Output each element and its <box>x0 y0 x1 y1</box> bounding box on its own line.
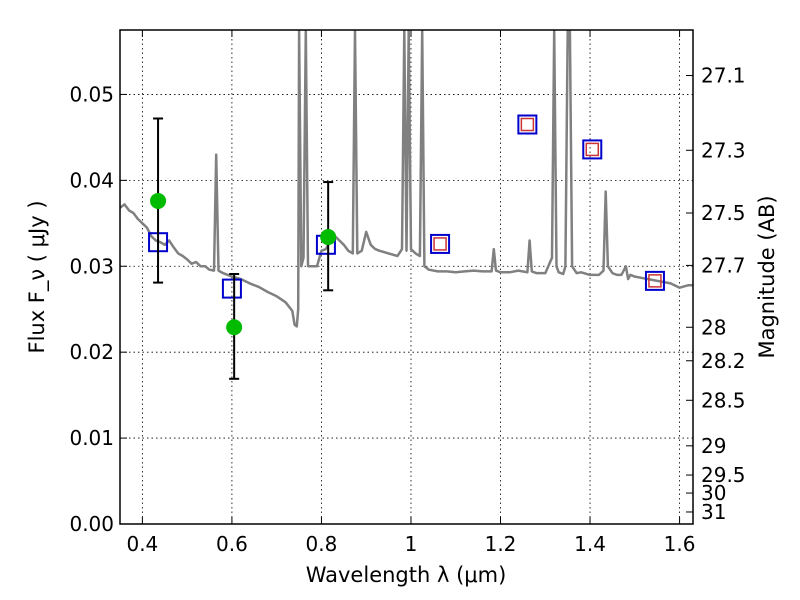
right-tick-label: 31 <box>701 500 726 524</box>
right-tick-label: 29.5 <box>701 463 746 487</box>
x-tick-label: 1.2 <box>485 532 517 556</box>
x-tick-label: 0.8 <box>306 532 338 556</box>
right-tick-label: 27.1 <box>701 64 746 88</box>
red-square-marker <box>520 117 535 132</box>
right-tick-label: 27.5 <box>701 201 746 225</box>
x-tick-label: 1.6 <box>664 532 696 556</box>
grid <box>120 30 693 525</box>
y-tick-label: 0.05 <box>69 82 114 106</box>
markers <box>148 114 665 380</box>
y-tick-label: 0.04 <box>69 168 114 192</box>
right-tick-label: 27.3 <box>701 138 746 162</box>
spectrum-line <box>120 30 693 328</box>
spectrum-line-group <box>120 30 693 328</box>
blue-square-marker <box>582 139 603 160</box>
y-tick-label: 0.00 <box>69 512 114 536</box>
ticks: 0.4 0.6 0.8 1 1.2 1.4 1.6 0.00 0.01 0.02 0.03 0.04 0… <box>69 30 746 556</box>
right-tick-label: 30 <box>701 481 726 505</box>
y-axis-label-right: Magnitude (AB) <box>755 195 779 358</box>
y-tick-label: 0.03 <box>69 254 114 278</box>
green-point <box>320 229 337 246</box>
right-tick-label: 28.2 <box>701 349 746 373</box>
x-tick-label: 1 <box>405 532 418 556</box>
red-square-marker <box>433 237 447 251</box>
y-tick-label: 0.02 <box>69 340 114 364</box>
x-tick-label: 0.6 <box>216 532 248 556</box>
blue-square-marker <box>221 278 242 299</box>
blue-square-marker <box>644 270 665 291</box>
y-tick-label: 0.01 <box>69 426 114 450</box>
right-tick-label: 27.7 <box>701 253 746 277</box>
red-square-marker <box>585 142 600 157</box>
right-tick-label: 29 <box>701 434 726 458</box>
right-tick-label: 28 <box>701 315 726 339</box>
green-point <box>226 319 243 336</box>
blue-square-marker <box>430 233 451 254</box>
x-axis-label: Wavelength λ (μm) <box>306 563 507 587</box>
x-tick-label: 0.4 <box>126 532 158 556</box>
plot-frame <box>119 29 694 525</box>
blue-square-marker <box>517 114 538 135</box>
x-tick-label: 1.4 <box>574 532 606 556</box>
red-square-marker <box>648 274 662 288</box>
y-axis-label: Flux F_ν ( μJy ) <box>25 200 50 353</box>
green-point <box>150 192 167 209</box>
right-tick-label: 28.5 <box>701 388 746 412</box>
